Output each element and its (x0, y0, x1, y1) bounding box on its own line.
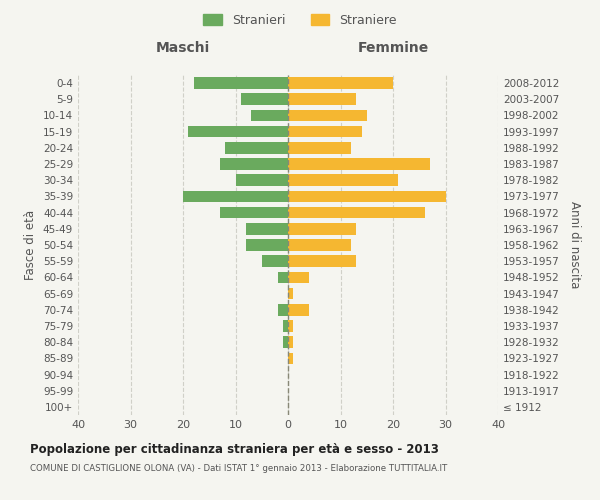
Bar (220, 207, 288, 218)
Bar (288, 223, 356, 234)
Bar (288, 336, 293, 348)
Bar (183, 190, 288, 202)
Bar (288, 142, 351, 154)
Bar (277, 304, 288, 316)
Bar (288, 352, 293, 364)
Bar (235, 174, 288, 186)
Bar (288, 126, 361, 138)
Bar (283, 320, 288, 332)
Bar (288, 78, 393, 89)
Bar (288, 320, 293, 332)
Legend: Stranieri, Straniere: Stranieri, Straniere (198, 8, 402, 32)
Bar (220, 158, 288, 170)
Bar (251, 110, 288, 122)
Bar (283, 336, 288, 348)
Bar (288, 110, 367, 122)
Bar (246, 239, 288, 251)
Bar (288, 94, 356, 105)
Bar (288, 207, 425, 218)
Text: COMUNE DI CASTIGLIONE OLONA (VA) - Dati ISTAT 1° gennaio 2013 - Elaborazione TUT: COMUNE DI CASTIGLIONE OLONA (VA) - Dati … (30, 464, 447, 473)
Bar (288, 272, 309, 283)
Bar (288, 190, 445, 202)
Bar (246, 223, 288, 234)
Bar (277, 272, 288, 283)
Y-axis label: Fasce di età: Fasce di età (25, 210, 37, 280)
Bar (225, 142, 288, 154)
Bar (288, 288, 293, 300)
Bar (288, 158, 430, 170)
Bar (288, 304, 309, 316)
Text: Popolazione per cittadinanza straniera per età e sesso - 2013: Popolazione per cittadinanza straniera p… (30, 442, 439, 456)
Bar (288, 174, 398, 186)
Y-axis label: Anni di nascita: Anni di nascita (568, 202, 581, 288)
Bar (262, 256, 288, 267)
Bar (288, 239, 351, 251)
Bar (241, 94, 288, 105)
Text: Maschi: Maschi (156, 41, 210, 55)
Bar (193, 78, 288, 89)
Bar (188, 126, 288, 138)
Bar (288, 256, 356, 267)
Text: Femmine: Femmine (358, 41, 428, 55)
